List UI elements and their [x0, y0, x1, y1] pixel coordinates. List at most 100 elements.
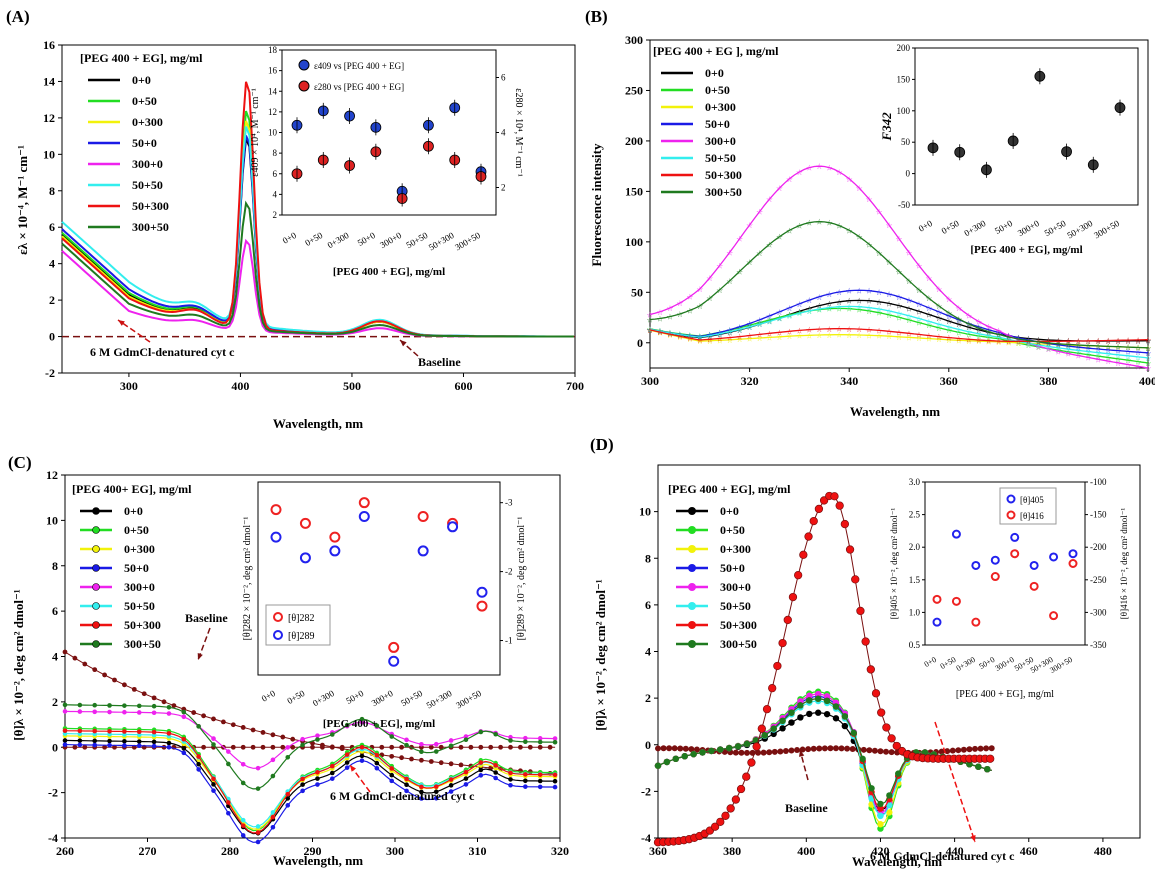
panel-c-series-marker [77, 709, 83, 714]
panel-b-series-marker: ☆ [1085, 348, 1092, 357]
panel-b-series-marker: ☆ [1025, 334, 1032, 343]
panel-b-series-marker: ☆ [1045, 342, 1052, 351]
panel-c-denatured-marker [409, 756, 414, 762]
panel-c-series-marker [389, 778, 395, 784]
panel-a-legend-label: 0+0 [132, 73, 151, 87]
panel-d-baseline-marker [755, 749, 762, 756]
panel-b-series-marker: ☆ [935, 302, 942, 311]
panel-d-inset-xtick-label: 0+0 [923, 655, 938, 669]
panel-b-series-marker: ☆ [985, 328, 992, 337]
panel-d-legend-label: 300+0 [720, 580, 751, 594]
panel-d-series-marker [681, 753, 688, 760]
panel-d-denatured-marker [778, 638, 787, 648]
panel-b-series-marker: ☆ [885, 258, 892, 267]
panel-b-series-marker: ☆ [925, 332, 932, 341]
panel-b-series-marker: ☆ [826, 219, 833, 228]
panel-a-legend-label: 300+0 [132, 157, 163, 171]
panel-d-inset-legend-label: [θ]416 [1020, 511, 1044, 521]
panel-d-inset-ytick-label: 2.5 [909, 510, 921, 520]
panel-d-denatured-marker [773, 661, 782, 671]
panel-c-legend-label: 0+50 [124, 523, 149, 537]
panel-d-baseline-marker [743, 749, 750, 756]
panel-b-series-marker: ☆ [1055, 337, 1062, 346]
panel-c-xtick-label: 310 [469, 844, 487, 858]
panel-b-series-marker: ☆ [776, 308, 783, 317]
panel-b-series-line [649, 327, 1149, 343]
panel-b-series-marker: ☆ [1124, 361, 1131, 370]
panel-d-xlabel: Wavelength, nm [852, 854, 942, 869]
panel-b-series-marker: ☆ [935, 335, 942, 344]
panel-a-legend-label: 50+0 [132, 136, 157, 150]
panel-d-series-marker [779, 717, 786, 724]
panel-b-series-marker: ☆ [905, 329, 912, 338]
panel-c-series-marker [359, 720, 365, 725]
panel-d-denatured-marker [768, 683, 777, 693]
panel-b-series-marker: ☆ [895, 328, 902, 337]
panel-c-series-marker [300, 742, 305, 748]
panel-d-series-marker [770, 725, 777, 732]
panel-c-series-marker [136, 710, 142, 715]
panel-b-inset-xtick-label: 50+50 [1043, 218, 1068, 238]
panel-c-series-marker [285, 796, 291, 801]
panel-b-inset-frame [914, 47, 1139, 206]
panel-b-series-marker: ☆ [995, 338, 1002, 347]
panel-d-inset-xtick-label: 300+50 [1048, 655, 1074, 675]
panel-b-series-marker: ☆ [856, 296, 863, 305]
panel-b-series-marker: ☆ [1115, 337, 1122, 346]
panel-b-series-marker: ☆ [1055, 341, 1062, 350]
panel-d-inset-xlabel: [PEG 400 + EG], mg/ml [956, 689, 1054, 700]
panel-b-series-marker: ☆ [895, 235, 902, 244]
panel-c-series-marker [315, 770, 320, 775]
panel-a-ytick-label: 12 [43, 111, 55, 125]
panel-d-ytick-label: -4 [641, 831, 651, 845]
panel-b-series-marker: ☆ [836, 303, 843, 312]
panel-c-series-marker [77, 738, 83, 743]
panel-d-inset-ylabel-right: [θ]416 × 10⁻², deg cm² dmol⁻¹ [1119, 507, 1129, 619]
panel-c-series-marker [196, 754, 201, 759]
panel-b-series-marker: ☆ [1045, 336, 1052, 345]
panel-a-legend-label: 300+50 [132, 220, 169, 234]
panel-b-series-marker: ☆ [716, 334, 723, 343]
panel-b-series-marker: ☆ [965, 337, 972, 346]
panel-c-series-marker [62, 728, 68, 733]
panel-d-inset-t416-point [932, 594, 942, 604]
panel-c-denatured-line [64, 651, 556, 775]
panel-b-series-marker: ☆ [1075, 341, 1082, 350]
panel-d-denatured-marker [814, 504, 824, 514]
panel-c-series-marker [62, 709, 68, 714]
panel-c-series-marker [151, 739, 157, 745]
panel-c-denatured-marker [290, 736, 296, 742]
panel-d-series-marker [984, 765, 991, 773]
panel-b-series-marker: ☆ [905, 304, 912, 313]
panel-c-baseline-marker [547, 744, 553, 750]
panel-c-legend-label: 50+0 [124, 561, 149, 575]
panel-c-xtick-label: 290 [304, 844, 322, 858]
panel-d-denatured-marker [804, 532, 813, 541]
panel-b-series-marker: ☆ [786, 332, 793, 341]
panel-b-series-marker: ☆ [1015, 335, 1022, 344]
panel-d-denatured-marker [799, 550, 808, 559]
panel-d-baseline-arrow-head [799, 750, 805, 757]
panel-c-ytick-label: 8 [52, 559, 58, 573]
panel-b-series-marker: ☆ [706, 337, 713, 346]
panel-c-series-marker [448, 789, 454, 794]
panel-b-series-marker: ☆ [1134, 348, 1141, 357]
panel-b-series-marker: ☆ [985, 328, 992, 337]
panel-b-series-marker: ☆ [945, 336, 952, 345]
panel-d-inset-xtick-label: 50+0 [977, 655, 996, 671]
panel-c-denatured-marker [191, 710, 197, 715]
panel-d-inset-ytick-label: 0.5 [909, 640, 921, 650]
panel-b-series-marker: ☆ [806, 304, 813, 313]
panel-c-inset-t289-point [299, 552, 311, 564]
panel-a-inset-xtick-label: 50+50 [404, 230, 429, 250]
panel-d-denat-arrow [934, 721, 976, 843]
panel-b-series-marker: ☆ [975, 332, 982, 341]
panel-c-series-marker [419, 796, 424, 801]
panel-b-series-line [649, 221, 1149, 349]
panel-a-inset-ytick-label: 10 [268, 128, 278, 138]
panel-c-denatured-marker [270, 732, 276, 738]
panel-b-series-marker: ☆ [1085, 351, 1092, 360]
panel-c-inset-t282-point [329, 531, 341, 543]
panel-b-series-marker: ☆ [696, 334, 703, 343]
panel-b-series-marker: ☆ [836, 304, 843, 313]
